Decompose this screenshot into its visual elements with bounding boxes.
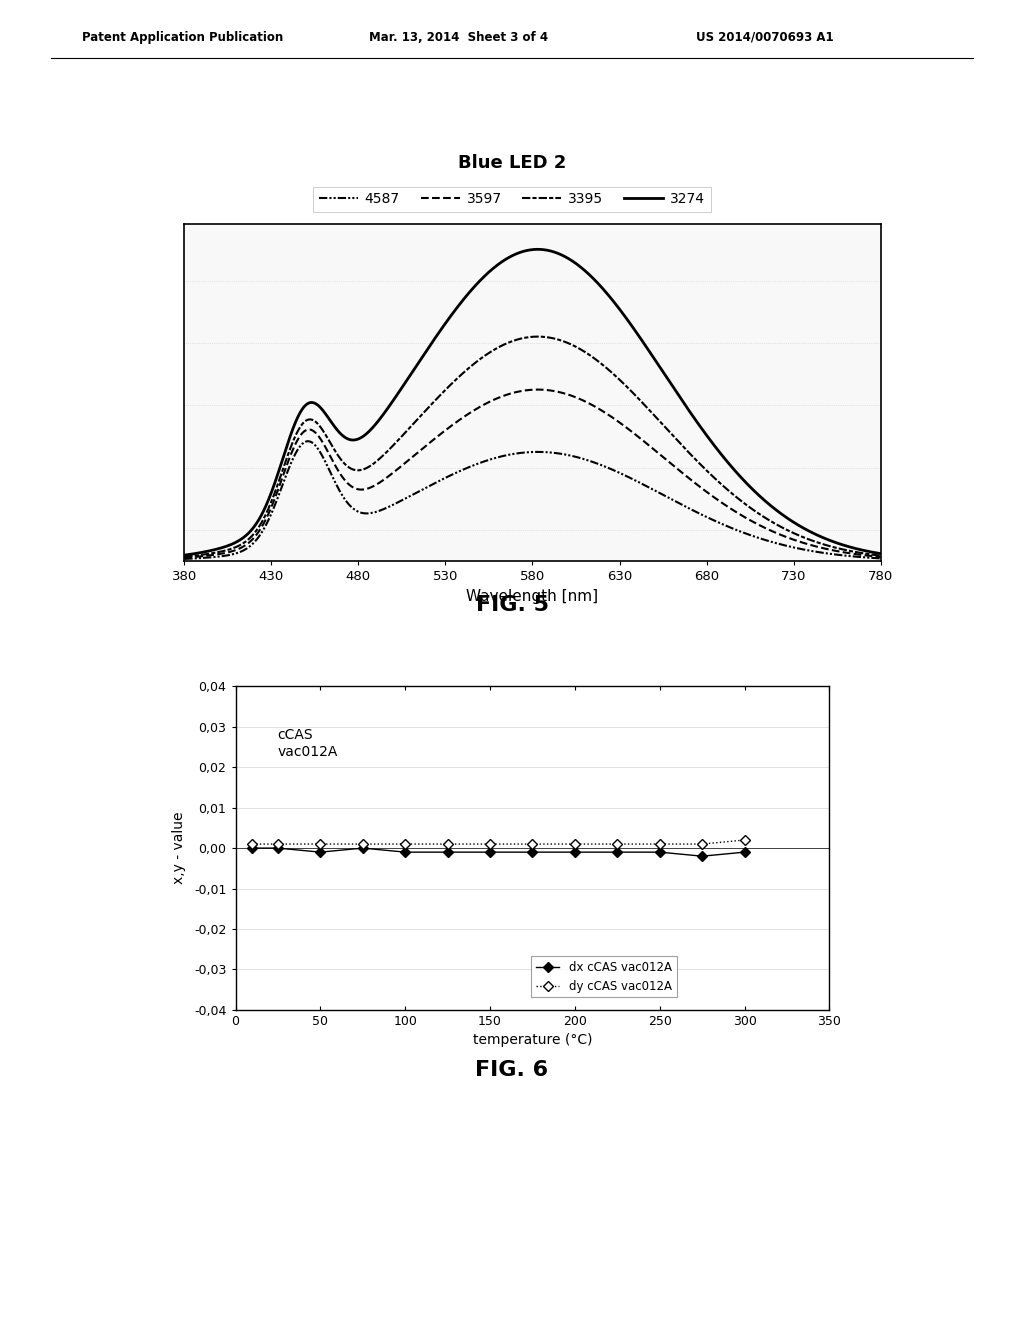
Text: US 2014/0070693 A1: US 2014/0070693 A1	[696, 30, 834, 44]
dy cCAS vac012A	[611, 836, 624, 851]
X-axis label: Wavelength [nm]: Wavelength [nm]	[466, 589, 599, 603]
dx cCAS vac012A	[653, 845, 666, 861]
Text: Blue LED 2: Blue LED 2	[458, 153, 566, 172]
dx cCAS vac012A	[247, 841, 259, 857]
dy cCAS vac012A	[271, 836, 284, 851]
dx cCAS vac012A	[314, 845, 327, 861]
dx cCAS vac012A	[696, 849, 709, 865]
Text: FIG. 5: FIG. 5	[475, 595, 549, 615]
Text: FIG. 6: FIG. 6	[475, 1060, 549, 1080]
Text: Patent Application Publication: Patent Application Publication	[82, 30, 284, 44]
dy cCAS vac012A	[314, 836, 327, 851]
dy cCAS vac012A	[356, 836, 369, 851]
Legend: 4587, 3597, 3395, 3274: 4587, 3597, 3395, 3274	[313, 186, 711, 213]
Text: Mar. 13, 2014  Sheet 3 of 4: Mar. 13, 2014 Sheet 3 of 4	[369, 30, 548, 44]
dx cCAS vac012A	[399, 845, 412, 861]
Line: dy cCAS vac012A: dy cCAS vac012A	[249, 837, 749, 847]
dy cCAS vac012A	[526, 836, 539, 851]
Line: dx cCAS vac012A: dx cCAS vac012A	[249, 845, 749, 859]
dy cCAS vac012A	[568, 836, 581, 851]
Y-axis label: x,y - value: x,y - value	[172, 812, 185, 884]
dx cCAS vac012A	[484, 845, 497, 861]
Text: cCAS
vac012A: cCAS vac012A	[278, 729, 338, 759]
dx cCAS vac012A	[356, 841, 369, 857]
dy cCAS vac012A	[738, 832, 751, 847]
dy cCAS vac012A	[441, 836, 454, 851]
dx cCAS vac012A	[526, 845, 539, 861]
dy cCAS vac012A	[484, 836, 497, 851]
X-axis label: temperature (°C): temperature (°C)	[473, 1034, 592, 1047]
Legend: dx cCAS vac012A, dy cCAS vac012A: dx cCAS vac012A, dy cCAS vac012A	[531, 956, 677, 998]
dy cCAS vac012A	[247, 836, 259, 851]
dx cCAS vac012A	[271, 841, 284, 857]
dy cCAS vac012A	[653, 836, 666, 851]
dy cCAS vac012A	[399, 836, 412, 851]
dx cCAS vac012A	[568, 845, 581, 861]
dx cCAS vac012A	[441, 845, 454, 861]
dy cCAS vac012A	[696, 836, 709, 851]
dx cCAS vac012A	[738, 845, 751, 861]
dx cCAS vac012A	[611, 845, 624, 861]
